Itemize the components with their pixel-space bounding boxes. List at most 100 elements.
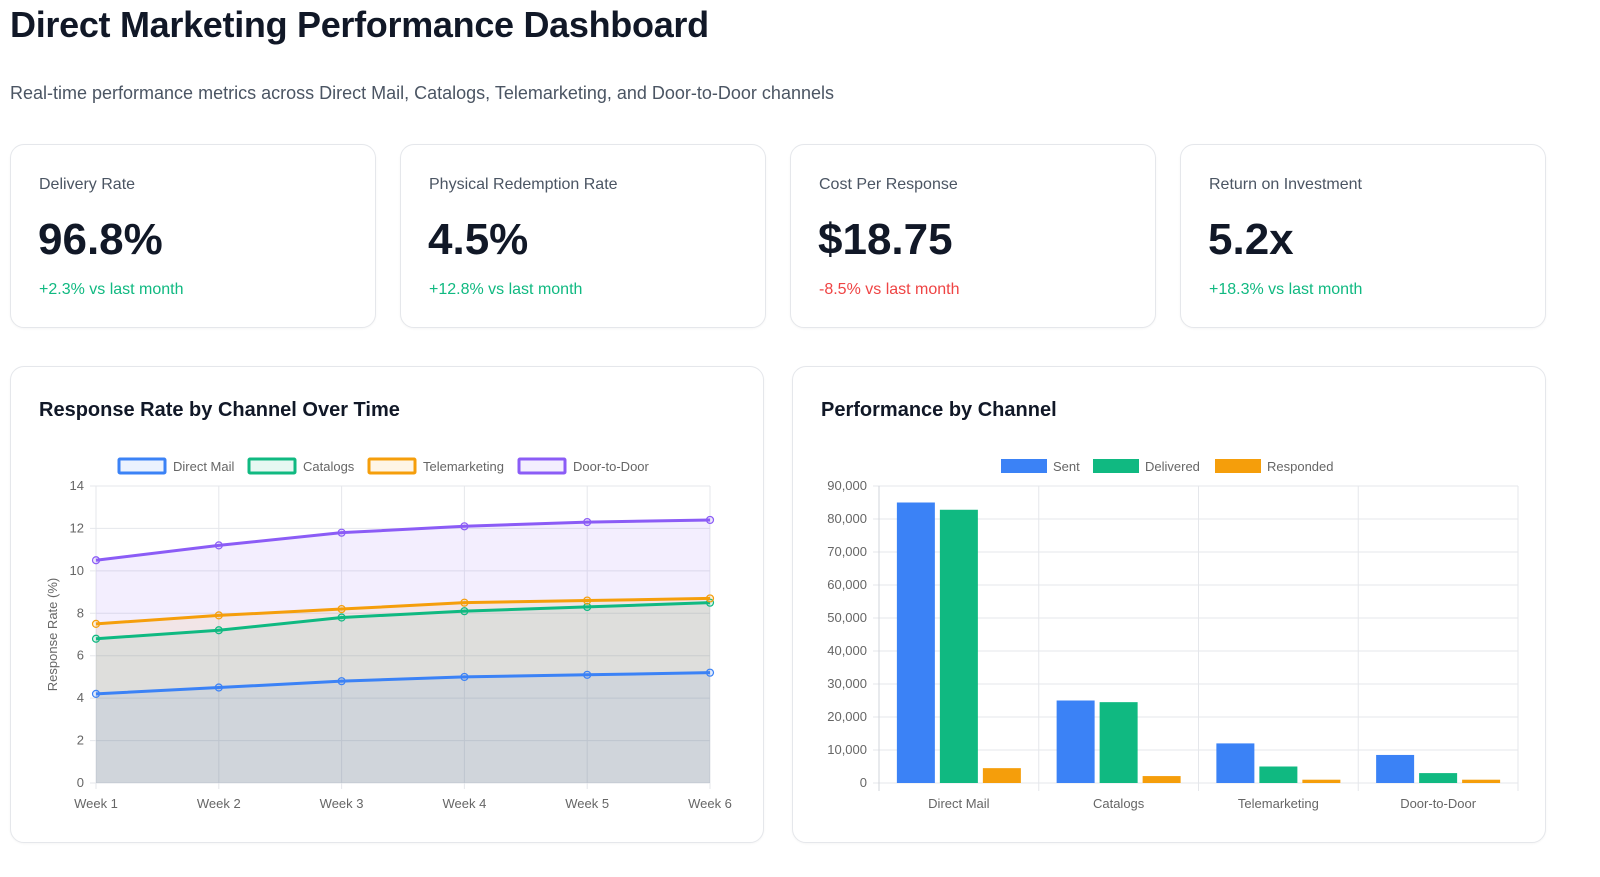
bar-delivered-catalogs (1099, 702, 1138, 783)
y-tick-label: 70,000 (827, 544, 867, 559)
series-area-door-to-door (96, 519, 710, 783)
kpi-card-delivery-rate: Delivery Rate 96.8% +2.3% vs last month (10, 144, 376, 328)
data-point (214, 611, 223, 620)
y-tick-label: 10,000 (827, 742, 867, 757)
bar-responded-direct-mail (982, 768, 1021, 783)
y-tick-label: 80,000 (827, 511, 867, 526)
legend-label: Door-to-Door (573, 459, 650, 474)
data-point (583, 670, 592, 679)
kpi-label: Return on Investment (1209, 176, 1362, 193)
kpi-card-roi: Return on Investment 5.2x +18.3% vs last… (1180, 144, 1546, 328)
y-tick-label: 90,000 (827, 478, 867, 493)
x-tick-label: Direct Mail (928, 796, 990, 811)
data-point (460, 522, 469, 531)
legend-label: Sent (1053, 459, 1080, 474)
bar-sent-direct-mail (896, 502, 935, 783)
bar-responded-telemarketing (1302, 779, 1341, 783)
y-axis-title: Response Rate (%) (45, 578, 60, 691)
data-point (91, 689, 101, 698)
kpi-change: +18.3% vs last month (1209, 281, 1363, 298)
y-tick-label: 50,000 (827, 610, 867, 625)
data-point (705, 515, 715, 525)
legend-label: Responded (1267, 459, 1334, 474)
y-tick-label: 4 (77, 690, 84, 705)
y-tick-label: 0 (860, 775, 867, 790)
y-tick-label: 8 (77, 605, 84, 620)
x-tick-label: Week 1 (74, 796, 118, 811)
bar-sent-catalogs (1056, 700, 1095, 783)
data-point (460, 607, 469, 616)
response-rate-chart-card: Response Rate by Channel Over Time 0 2 4 6 8… (10, 366, 764, 843)
bar-responded-catalogs (1142, 776, 1181, 783)
bar-sent-telemarketing (1216, 743, 1255, 783)
y-tick-label: 6 (77, 648, 84, 663)
kpi-label: Delivery Rate (39, 176, 136, 193)
series-area-telemarketing (96, 598, 710, 783)
legend-swatch (367, 457, 417, 475)
kpi-value: 96.8% (38, 215, 163, 264)
data-point (337, 528, 346, 537)
data-point (91, 556, 101, 565)
x-tick-label: Week 5 (565, 796, 609, 811)
x-tick-label: Catalogs (1093, 796, 1145, 811)
legend-swatch (1215, 459, 1261, 473)
page-subtitle: Real-time performance metrics across Dir… (10, 83, 834, 103)
legend-label: Direct Mail (173, 459, 235, 474)
data-point (337, 604, 346, 614)
legend-swatch (1093, 459, 1139, 473)
kpi-label: Physical Redemption Rate (429, 176, 618, 193)
kpi-card-redemption-rate: Physical Redemption Rate 4.5% +12.8% vs … (400, 144, 766, 328)
legend-swatch (117, 457, 167, 475)
bar-responded-door-to-door (1462, 779, 1501, 783)
data-point (705, 668, 715, 677)
x-tick-label: Door-to-Door (1400, 796, 1477, 811)
chart-title: Performance by Channel (821, 399, 1057, 421)
data-point (705, 594, 715, 603)
data-point (214, 541, 223, 550)
y-tick-label: 30,000 (827, 676, 867, 691)
response-rate-line-chart: 0 2 4 6 8 10 12 14 Week 1 Week 2 Week 3 Week 4 Week … (45, 457, 732, 811)
y-tick-label: 60,000 (827, 577, 867, 592)
x-tick-label: Week 3 (320, 796, 364, 811)
series-line-direct-mail (95, 671, 711, 696)
y-tick-label: 2 (77, 733, 84, 748)
data-point (91, 619, 101, 628)
kpi-change: -8.5% vs last month (819, 281, 960, 298)
page-title: Direct Marketing Performance Dashboard (10, 4, 709, 45)
kpi-label: Cost Per Response (819, 176, 958, 193)
series-line-catalogs (95, 601, 711, 641)
bar-delivered-direct-mail (939, 509, 978, 783)
data-point (460, 598, 469, 607)
data-point (214, 683, 223, 692)
series-line-telemarketing (95, 596, 711, 626)
data-point (337, 677, 346, 686)
data-point (91, 634, 101, 643)
chart-title: Response Rate by Channel Over Time (39, 399, 400, 421)
data-point (337, 613, 346, 622)
performance-bar-chart: 0 10,000 20,000 30,000 40,000 50,000 60,000 70,… (827, 459, 1519, 811)
series-area-catalogs (96, 602, 710, 783)
legend-swatch (1001, 459, 1047, 473)
y-tick-label: 10 (70, 563, 84, 578)
data-point (583, 517, 592, 527)
kpi-value: 5.2x (1208, 215, 1294, 264)
x-tick-label: Week 6 (688, 796, 732, 811)
kpi-change: +12.8% vs last month (429, 281, 583, 298)
bar-delivered-door-to-door (1419, 773, 1458, 783)
kpi-card-cost-per-response: Cost Per Response $18.75 -8.5% vs last m… (790, 144, 1156, 328)
y-tick-label: 20,000 (827, 709, 867, 724)
data-point (214, 626, 223, 635)
legend-swatch (247, 457, 297, 475)
bar-delivered-telemarketing (1259, 766, 1298, 783)
data-point (460, 672, 469, 682)
legend-label: Telemarketing (423, 459, 504, 474)
data-point (583, 596, 592, 605)
y-tick-label: 12 (70, 520, 84, 535)
kpi-change: +2.3% vs last month (39, 281, 184, 298)
legend-swatch (517, 457, 567, 475)
legend-label: Catalogs (303, 459, 355, 474)
series-line-door-to-door (95, 518, 711, 562)
kpi-value: $18.75 (818, 215, 953, 264)
y-tick-label: 0 (77, 775, 84, 790)
bar-sent-door-to-door (1376, 754, 1415, 783)
